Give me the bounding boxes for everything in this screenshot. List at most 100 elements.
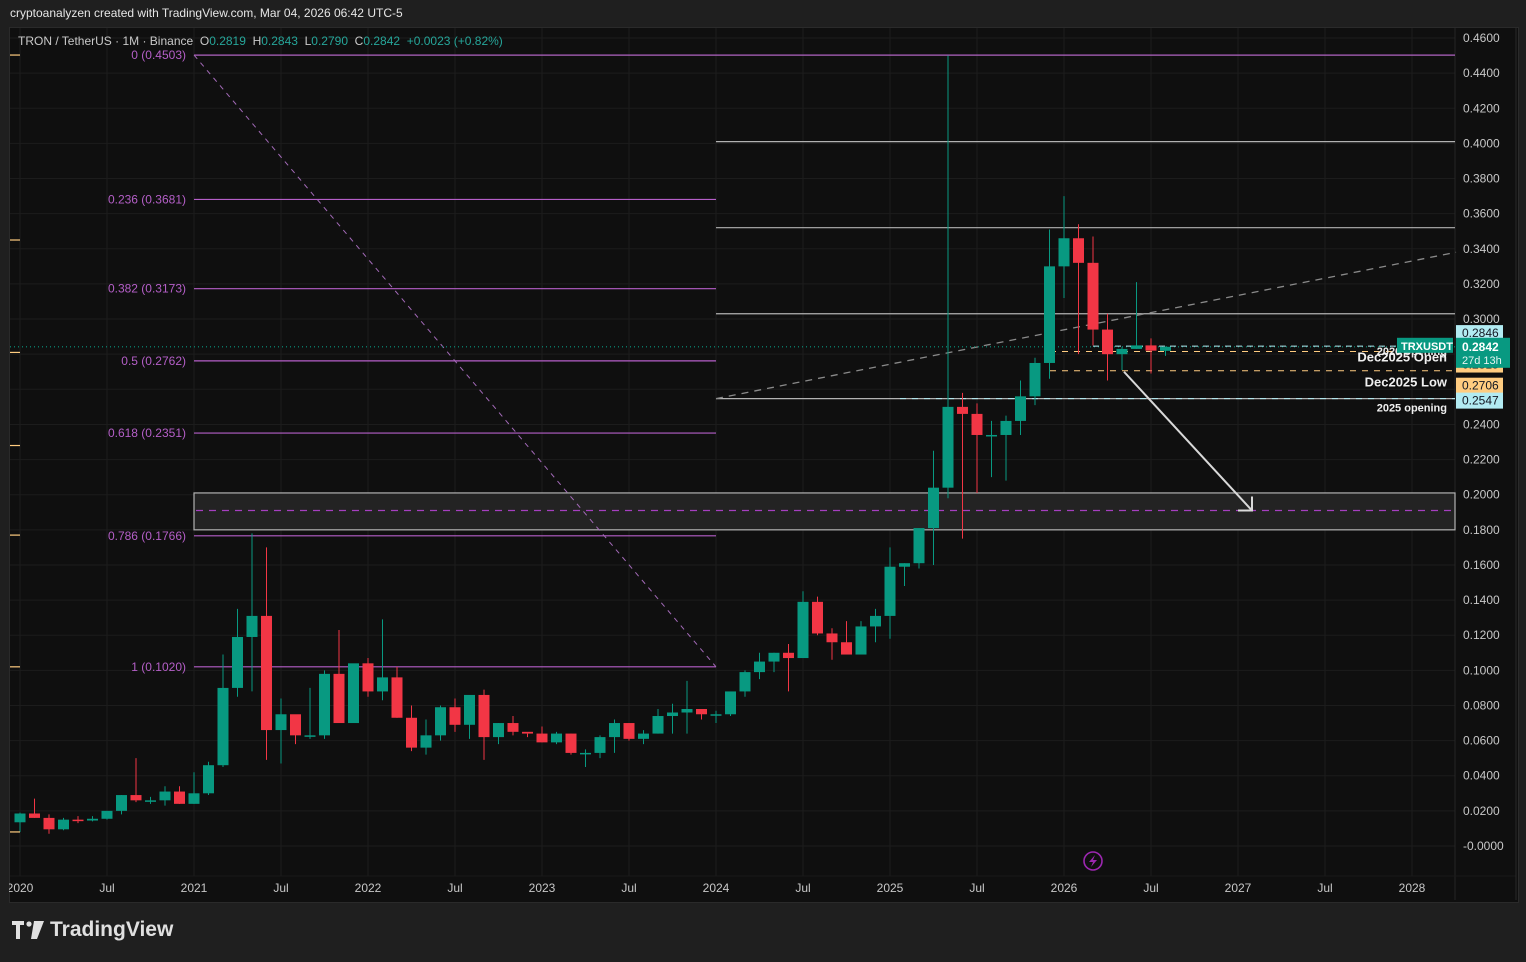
price-axis-label: 0.4000 — [1463, 136, 1500, 150]
price-axis-label: 0.3800 — [1463, 172, 1500, 186]
price-axis-label: 0.3000 — [1463, 312, 1500, 326]
tag-2025-opening: 0.2547 — [1462, 394, 1499, 408]
candle-body — [565, 733, 577, 753]
left-gutter — [0, 27, 9, 902]
candle-body — [1029, 362, 1041, 397]
price-axis-label: 0.2200 — [1463, 453, 1500, 467]
annotation-dec2025-open: Dec2025 Open — [1357, 350, 1447, 365]
candle-body — [1145, 345, 1157, 351]
candle-body — [101, 810, 113, 819]
fib-label: 1 (0.1020) — [131, 660, 186, 674]
candle-body — [145, 800, 156, 802]
candle-body — [116, 795, 127, 811]
candle-body — [435, 707, 446, 736]
candle-body — [159, 791, 171, 801]
symbol-tag-label: TRXUSDT — [1401, 341, 1453, 353]
tag-2025-opening-bg — [1456, 392, 1503, 409]
candle-body — [768, 652, 780, 662]
candle-body — [754, 661, 765, 673]
candle-body — [261, 615, 272, 731]
candle-body — [797, 601, 809, 659]
high-label: H — [252, 34, 262, 48]
candle-body — [536, 733, 548, 743]
close-label: C — [354, 34, 364, 48]
brand-name: TradingView — [50, 918, 174, 941]
high-value: 0.2843 — [261, 34, 298, 48]
candle-body — [246, 615, 258, 637]
candle-body — [522, 731, 533, 734]
candle-body — [58, 819, 69, 830]
price-axis-label: 0.4600 — [1463, 31, 1500, 45]
candle-body — [203, 765, 214, 794]
candle-body — [884, 566, 896, 616]
time-axis-label: 2027 — [1225, 881, 1252, 895]
candle-body — [1102, 329, 1113, 355]
lightning-icon[interactable] — [1083, 851, 1103, 871]
candle-body — [1116, 348, 1128, 355]
candle-body — [710, 714, 722, 716]
candle-body — [942, 406, 954, 488]
open-label: O — [199, 34, 210, 48]
candle-body — [507, 723, 519, 732]
candle-body — [957, 406, 968, 414]
price-axis-label: 0.2000 — [1463, 488, 1500, 502]
price-axis-label: 0.1200 — [1463, 628, 1500, 642]
tradingview-logo[interactable]: TradingView — [12, 918, 173, 942]
bar-countdown: 27d 13h — [1462, 355, 1502, 367]
candle-body — [899, 563, 910, 567]
low-label: L — [304, 34, 312, 48]
candle-body — [1073, 238, 1084, 263]
candle-body — [913, 528, 925, 564]
candle-body — [29, 813, 40, 818]
low-value: 0.2790 — [311, 34, 348, 48]
candle-body — [580, 752, 591, 755]
price-axis-label: 0.3200 — [1463, 277, 1500, 291]
current-price-value: 0.2842 — [1462, 340, 1499, 354]
time-axis-label: 2020 — [7, 881, 34, 895]
time-axis-label: Jul — [1317, 881, 1332, 895]
candle-body — [43, 817, 55, 830]
candle-body — [841, 642, 852, 655]
candle-body — [188, 793, 200, 804]
candle-body — [319, 673, 330, 736]
chart-frame[interactable] — [9, 27, 1519, 903]
candle-body — [333, 673, 345, 724]
candle-body — [290, 714, 301, 736]
candle-body — [1000, 420, 1012, 435]
time-axis-label: Jul — [969, 881, 984, 895]
fib-label: 0.618 (0.2351) — [108, 426, 186, 440]
fib-trend-line — [193, 54, 717, 668]
symbol-tag — [1397, 337, 1453, 353]
fib-label: 0.236 (0.3681) — [108, 192, 186, 206]
candle-body — [1058, 238, 1070, 267]
symbol-name[interactable]: TRON / TetherUS · 1M · Binance — [18, 34, 194, 48]
candle-body — [652, 716, 664, 734]
attribution-text: cryptoanalyzen created with TradingView.… — [10, 6, 403, 20]
time-axis-label: 2022 — [355, 881, 382, 895]
time-axis-label: 2026 — [1051, 881, 1078, 895]
price-axis-label: 0.1400 — [1463, 593, 1500, 607]
candle-body — [826, 633, 838, 643]
candle-body — [232, 636, 243, 688]
candle-body — [174, 791, 185, 804]
tag-dec2025-low-bg — [1456, 377, 1503, 394]
candle-body — [14, 813, 26, 823]
candle-body — [870, 615, 881, 627]
candle-body — [681, 708, 693, 713]
price-axis-label: 0.0200 — [1463, 804, 1500, 818]
fib-label: 0.382 (0.3173) — [108, 282, 186, 296]
price-axis-label: 0.3400 — [1463, 242, 1500, 256]
price-axis-label: 0.0400 — [1463, 769, 1500, 783]
time-axis-label: 2023 — [529, 881, 556, 895]
time-axis-label: 2024 — [703, 881, 730, 895]
fib-label: 0.5 (0.2762) — [121, 354, 186, 368]
tag-dec2025-low: 0.2706 — [1462, 379, 1499, 393]
time-axis-label: 2025 — [877, 881, 904, 895]
time-axis-label: Jul — [621, 881, 636, 895]
time-axis-label: Jul — [1143, 881, 1158, 895]
open-value: 0.2819 — [209, 34, 246, 48]
candle-body — [478, 694, 490, 738]
candle-body — [986, 434, 997, 437]
time-axis-label: Jul — [795, 881, 810, 895]
